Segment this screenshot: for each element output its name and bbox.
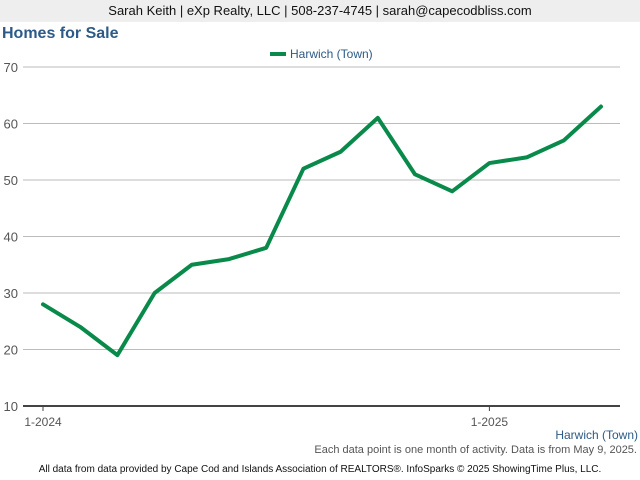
series-area-label: Harwich (Town) bbox=[555, 428, 638, 442]
y-tick-label: 20 bbox=[4, 343, 18, 358]
y-tick-label: 70 bbox=[4, 60, 18, 75]
copyright-footer: All data from data provided by Cape Cod … bbox=[38, 464, 602, 475]
legend-label: Harwich (Town) bbox=[290, 47, 373, 61]
data-footnote: Each data point is one month of activity… bbox=[314, 444, 637, 456]
page-title: Homes for Sale bbox=[2, 25, 119, 42]
y-tick-label: 60 bbox=[4, 117, 18, 132]
gridlines bbox=[23, 66, 620, 350]
series-line bbox=[41, 104, 603, 358]
x-tick-label: 1-2025 bbox=[471, 415, 509, 429]
y-tick-label: 30 bbox=[4, 286, 18, 301]
x-axis: 1-2024 1-2025 bbox=[23, 405, 620, 429]
y-axis-ticks: 10 20 30 40 50 60 70 bbox=[4, 60, 18, 414]
y-tick-label: 40 bbox=[4, 230, 18, 245]
legend: Harwich (Town) bbox=[270, 47, 373, 61]
y-tick-label: 50 bbox=[4, 173, 18, 188]
series-lines bbox=[41, 104, 603, 358]
contact-header: Sarah Keith | eXp Realty, LLC | 508-237-… bbox=[0, 0, 640, 22]
y-tick-label: 10 bbox=[4, 399, 18, 414]
x-tick-label: 1-2024 bbox=[24, 415, 62, 429]
